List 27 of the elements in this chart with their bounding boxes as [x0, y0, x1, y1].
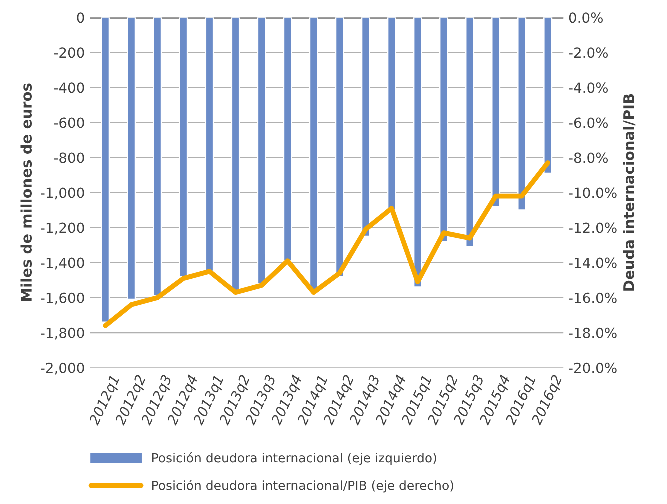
y2-tick-label: -18.0% — [569, 328, 617, 338]
y-tick-label: -200 — [54, 48, 84, 58]
y2-tick-label: -6.0% — [569, 118, 608, 128]
line-series — [103, 160, 550, 328]
y-tick-label: -1,800 — [41, 328, 84, 340]
y2-tick-label: -20.0% — [569, 362, 617, 374]
y2-tick-label: 0.0% — [569, 12, 603, 24]
y-tick-label: 0 — [77, 12, 84, 24]
y2-tick-label: -12.0% — [569, 222, 617, 234]
y-tick-label: -2,000 — [41, 362, 84, 375]
legend-label: Posición deudora internacional/PIB (eje derecho) — [152, 480, 454, 493]
y2-tick-label: -10.0% — [569, 188, 617, 198]
y2-tick-label: -2.0% — [569, 48, 608, 58]
y-tick-label: -800 — [54, 152, 84, 164]
y2-tick-label: -14.0% — [569, 258, 617, 268]
legend-label: Posición deudora internacional (eje izquierdo) — [152, 452, 436, 466]
y-tick-label: -400 — [54, 82, 84, 94]
y2-tick-label: -4.0% — [569, 82, 608, 94]
y-tick-label: -1,400 — [41, 258, 84, 270]
y-tick-label: -1,000 — [41, 188, 84, 200]
y-axis-title: Miles de millones de euros — [20, 84, 32, 302]
y2-tick-label: -8.0% — [569, 152, 608, 164]
y-tick-label: -1,200 — [41, 222, 84, 235]
y2-tick-label: -16.0% — [569, 292, 617, 304]
y-tick-label: -600 — [54, 118, 84, 128]
y2-axis-title: Deuda internacional/PIB — [623, 94, 636, 291]
y-tick-label: -1,600 — [41, 292, 84, 305]
